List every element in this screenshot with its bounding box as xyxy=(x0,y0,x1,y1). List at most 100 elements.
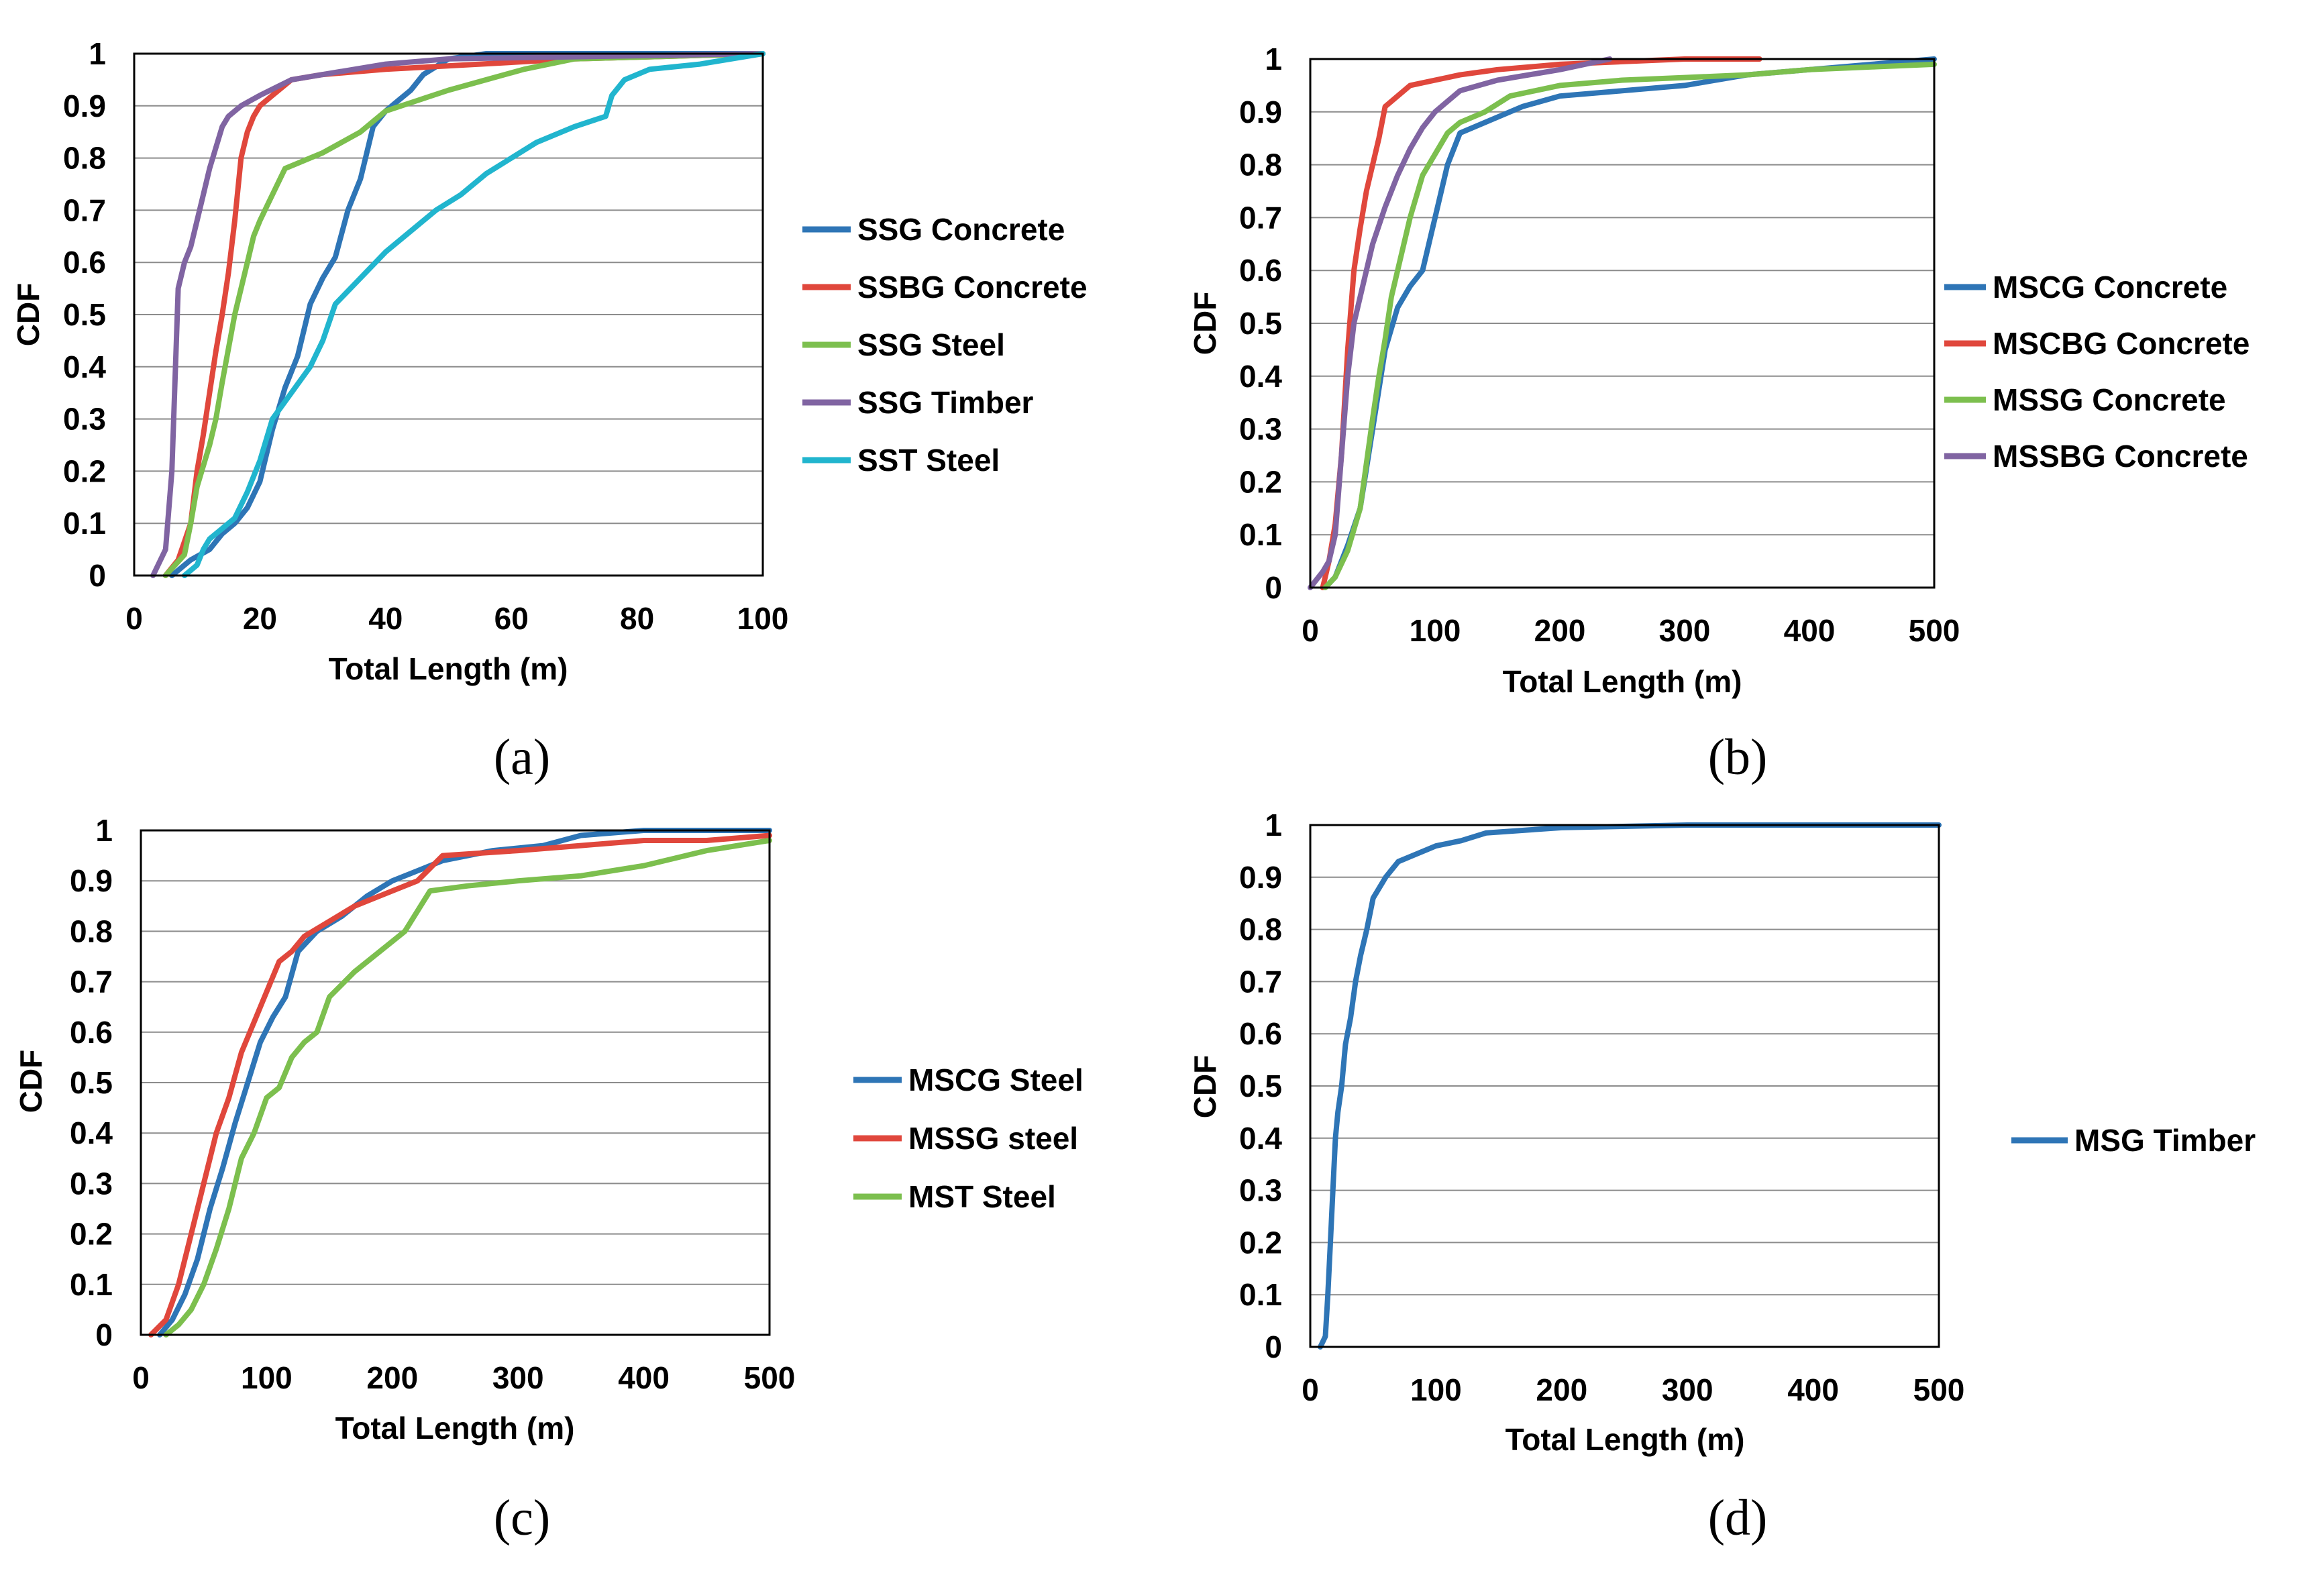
series-line-ssg-steel xyxy=(162,51,765,578)
y-tick-label: 0.7 xyxy=(1239,200,1282,235)
y-tick-label: 0.2 xyxy=(1239,464,1282,499)
x-tick-label: 0 xyxy=(132,1360,150,1395)
y-tick-label: 0.1 xyxy=(1239,1277,1282,1312)
y-tick-label: 0.4 xyxy=(70,1115,113,1150)
grid-lines xyxy=(1310,111,1934,536)
panel-label: (b) xyxy=(1708,729,1768,785)
series-line-mssbg-concrete xyxy=(1308,56,1613,590)
y-tick-label: 0.7 xyxy=(1239,964,1282,999)
legend-label-msg-timber: MSG Timber xyxy=(2074,1123,2256,1158)
legend-label-mssbg-concrete: MSSBG Concrete xyxy=(1993,439,2248,474)
legend-label-ssg-steel: SSG Steel xyxy=(857,327,1005,362)
x-tick-label: 60 xyxy=(494,601,529,636)
x-tick-label: 100 xyxy=(1410,613,1461,648)
chart-panel-a: 0 0.1 0.2 0.3 0.4 0.5 0.6 0.7 0.8 0.9 1 0 20 40 60 80 1… xyxy=(11,36,1088,785)
y-tick-label: 0.6 xyxy=(1239,1016,1282,1051)
y-tick-label: 0.3 xyxy=(63,402,106,437)
legend-label-mssg-concrete: MSSG Concrete xyxy=(1993,382,2226,417)
x-tick-labels: 0 100 200 300 400 500 xyxy=(132,1360,795,1395)
y-tick-labels: 0 0.1 0.2 0.3 0.4 0.5 0.6 0.7 0.8 0.9 1 xyxy=(1239,808,1282,1364)
y-tick-label: 1 xyxy=(1265,42,1282,76)
y-tick-label: 0.8 xyxy=(1239,148,1282,182)
x-tick-label: 400 xyxy=(618,1360,670,1395)
x-tick-label: 200 xyxy=(1536,1372,1587,1407)
y-tick-labels: 0 0.1 0.2 0.3 0.4 0.5 0.6 0.7 0.8 0.9 1 xyxy=(63,36,106,593)
series-line-sst-steel xyxy=(182,51,765,578)
x-tick-labels: 0 100 200 300 400 500 xyxy=(1302,1372,1964,1407)
legend-label-sst-steel: SST Steel xyxy=(857,443,1000,478)
y-tick-label: 0.5 xyxy=(1239,1069,1282,1103)
y-tick-label: 0.4 xyxy=(1239,1121,1282,1156)
y-tick-label: 0.5 xyxy=(70,1065,113,1100)
x-tick-label: 200 xyxy=(1534,613,1586,648)
y-tick-label: 1 xyxy=(89,36,106,71)
y-tick-label: 0.8 xyxy=(63,141,106,176)
grid-lines xyxy=(141,880,770,1285)
series-line-mscg-steel xyxy=(157,828,772,1338)
series-line-mssg-concrete xyxy=(1322,61,1937,590)
legend-label-mscbg-concrete: MSCBG Concrete xyxy=(1993,326,2250,361)
y-tick-label: 0.9 xyxy=(70,863,113,898)
y-tick-label: 0.3 xyxy=(70,1166,113,1201)
y-tick-label: 0.7 xyxy=(70,965,113,999)
y-tick-label: 0.5 xyxy=(63,297,106,332)
x-tick-label: 500 xyxy=(1913,1372,1965,1407)
y-tick-label: 0 xyxy=(95,1317,113,1352)
y-tick-label: 0.6 xyxy=(70,1015,113,1050)
y-tick-label: 0.7 xyxy=(63,193,106,227)
grid-lines xyxy=(1310,876,1939,1296)
x-tick-label: 0 xyxy=(1302,1372,1319,1407)
plot-frame xyxy=(133,52,764,577)
legend-label-ssg-timber: SSG Timber xyxy=(857,385,1034,420)
x-tick-label: 300 xyxy=(1659,613,1711,648)
y-tick-labels: 0 0.1 0.2 0.3 0.4 0.5 0.6 0.7 0.8 0.9 1 xyxy=(70,813,113,1352)
x-tick-label: 100 xyxy=(1410,1372,1462,1407)
legend-label-mscg-steel: MSCG Steel xyxy=(908,1062,1084,1097)
plot-frame xyxy=(1309,58,1936,589)
x-tick-label: 40 xyxy=(368,601,403,636)
x-tick-label: 100 xyxy=(241,1360,293,1395)
y-axis-title: CDF xyxy=(1187,292,1222,356)
x-tick-label: 20 xyxy=(243,601,277,636)
legend: MSCG Steel MSSG steel MST Steel xyxy=(853,1062,1084,1214)
y-tick-label: 1 xyxy=(95,813,113,848)
panel-label: (d) xyxy=(1708,1490,1768,1546)
y-axis-title: CDF xyxy=(13,1050,48,1113)
x-tick-label: 500 xyxy=(1909,613,1960,648)
x-tick-label: 80 xyxy=(620,601,654,636)
plot-frame xyxy=(1309,824,1940,1348)
legend: MSG Timber xyxy=(2011,1123,2256,1158)
y-tick-label: 0 xyxy=(1265,1329,1282,1364)
series-line-ssg-timber xyxy=(150,51,765,578)
series-line-mssg-steel xyxy=(148,832,772,1338)
series-lines xyxy=(148,828,772,1338)
legend: MSCG Concrete MSCBG Concrete MSSG Concrete… xyxy=(1944,270,2250,474)
legend-label-ssbg-concrete: SSBG Concrete xyxy=(857,270,1088,305)
y-tick-label: 0.2 xyxy=(63,453,106,488)
x-tick-labels: 0 20 40 60 80 100 xyxy=(125,601,788,636)
chart-panel-d: 0 0.1 0.2 0.3 0.4 0.5 0.6 0.7 0.8 0.9 1 0 100 200 300… xyxy=(1187,808,2256,1546)
y-tick-label: 0.6 xyxy=(63,245,106,280)
x-tick-label: 200 xyxy=(366,1360,418,1395)
x-tick-label: 400 xyxy=(1784,613,1836,648)
y-tick-label: 0.1 xyxy=(63,506,106,541)
y-tick-label: 0 xyxy=(1265,570,1282,605)
y-tick-label: 0.9 xyxy=(1239,860,1282,895)
y-tick-label: 0.9 xyxy=(1239,95,1282,129)
x-tick-labels: 0 100 200 300 400 500 xyxy=(1302,613,1960,648)
chart-panel-b: 0 0.1 0.2 0.3 0.4 0.5 0.6 0.7 0.8 0.9 1 0 100 200 300… xyxy=(1187,42,2250,785)
series-line-msg-timber xyxy=(1318,822,1942,1350)
x-tick-label: 100 xyxy=(737,601,789,636)
y-tick-labels: 0 0.1 0.2 0.3 0.4 0.5 0.6 0.7 0.8 0.9 1 xyxy=(1239,42,1282,605)
x-tick-label: 400 xyxy=(1787,1372,1839,1407)
x-tick-label: 0 xyxy=(125,601,143,636)
y-tick-label: 0.1 xyxy=(1239,517,1282,552)
y-axis-title: CDF xyxy=(11,283,46,347)
legend-label-mssg-steel: MSSG steel xyxy=(908,1121,1078,1156)
series-lines xyxy=(150,51,765,578)
y-tick-label: 1 xyxy=(1265,808,1282,842)
y-tick-label: 0.9 xyxy=(63,89,106,123)
x-axis-title: Total Length (m) xyxy=(335,1411,575,1445)
x-tick-label: 300 xyxy=(1662,1372,1713,1407)
y-tick-label: 0.2 xyxy=(1239,1225,1282,1260)
